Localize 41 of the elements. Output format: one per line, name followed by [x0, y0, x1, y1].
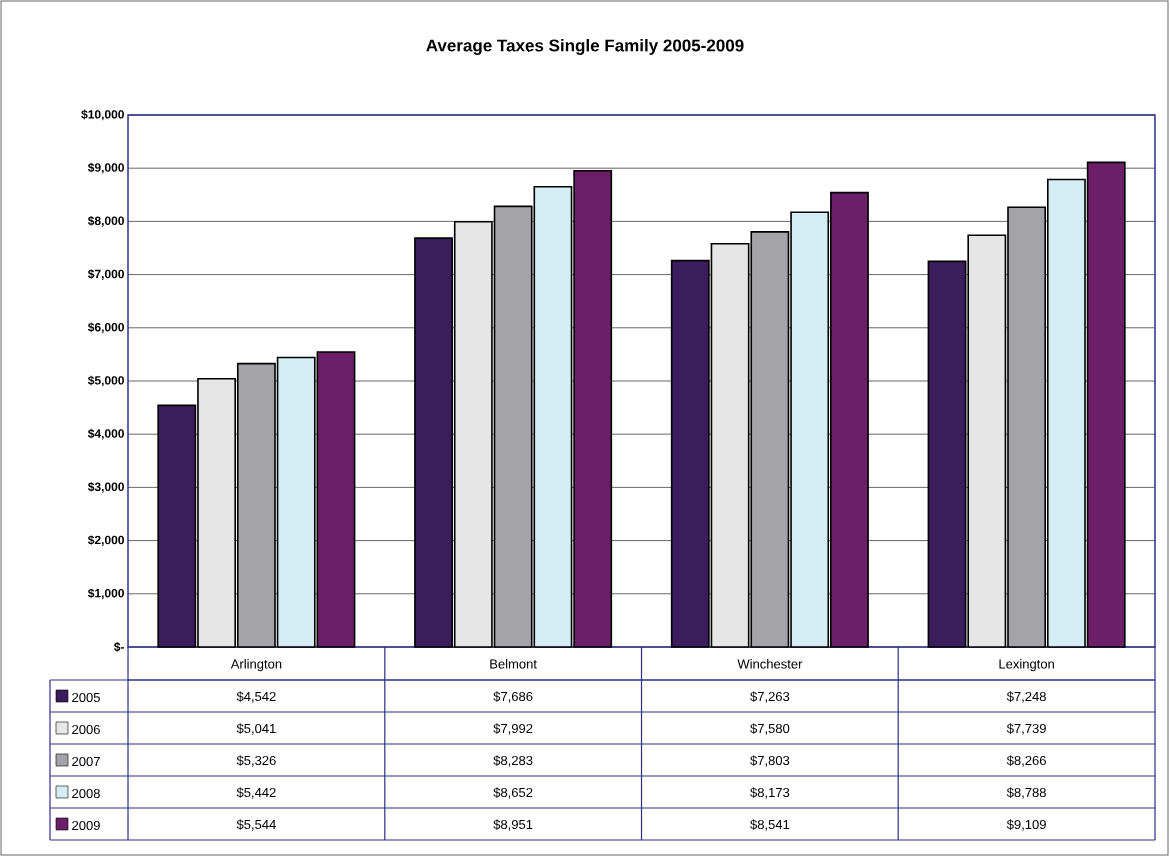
data-label: $7,580: [750, 723, 790, 735]
y-tick-label: $2,000: [87, 535, 124, 546]
y-tick-label: $10,000: [81, 109, 124, 121]
data-label: $5,544: [236, 819, 276, 831]
legend-label: 2006: [72, 724, 100, 735]
y-tick-label: $4,000: [87, 428, 124, 440]
y-tick-label: $5,000: [87, 375, 124, 387]
data-label: $7,263: [750, 691, 790, 703]
data-label: $8,652: [493, 787, 533, 799]
legend-label: 2007: [72, 756, 100, 767]
x-tick-label: Winchester: [737, 659, 803, 669]
y-tick-label: $1,000: [87, 588, 124, 600]
data-label: $8,266: [1006, 755, 1046, 767]
data-label: $5,442: [236, 787, 276, 799]
data-label: $8,788: [1006, 787, 1046, 799]
data-label: $7,739: [1006, 723, 1046, 735]
data-label: $9,109: [1006, 819, 1046, 831]
x-tick-label: Belmont: [490, 659, 537, 669]
data-label: $4,542: [236, 691, 276, 703]
data-label: $8,283: [493, 755, 533, 767]
data-label: $7,686: [493, 691, 533, 703]
data-label: $7,992: [493, 723, 533, 735]
legend-label: 2008: [72, 788, 100, 799]
data-label: $8,541: [750, 819, 790, 831]
data-label: $8,951: [493, 819, 533, 831]
data-label: $5,041: [236, 723, 276, 735]
chart-title: Average Taxes Single Family 2005-2009: [426, 39, 744, 55]
data-label: $7,248: [1006, 691, 1046, 703]
y-tick-label: $6,000: [87, 322, 124, 334]
y-tick-label: $3,000: [87, 482, 124, 493]
legend-label: 2009: [72, 820, 100, 831]
data-label: $8,173: [750, 787, 790, 799]
y-tick-label: $7,000: [87, 269, 124, 280]
x-tick-label: Arlington: [230, 659, 282, 672]
y-tick-label: $8,000: [87, 216, 124, 227]
data-label: $7,803: [750, 755, 790, 767]
y-tick-label: $-: [113, 642, 124, 652]
data-label: $5,326: [236, 755, 276, 767]
y-tick-label: $9,000: [87, 162, 124, 174]
legend-label: 2005: [72, 692, 100, 703]
x-tick-label: Lexington: [999, 659, 1054, 672]
